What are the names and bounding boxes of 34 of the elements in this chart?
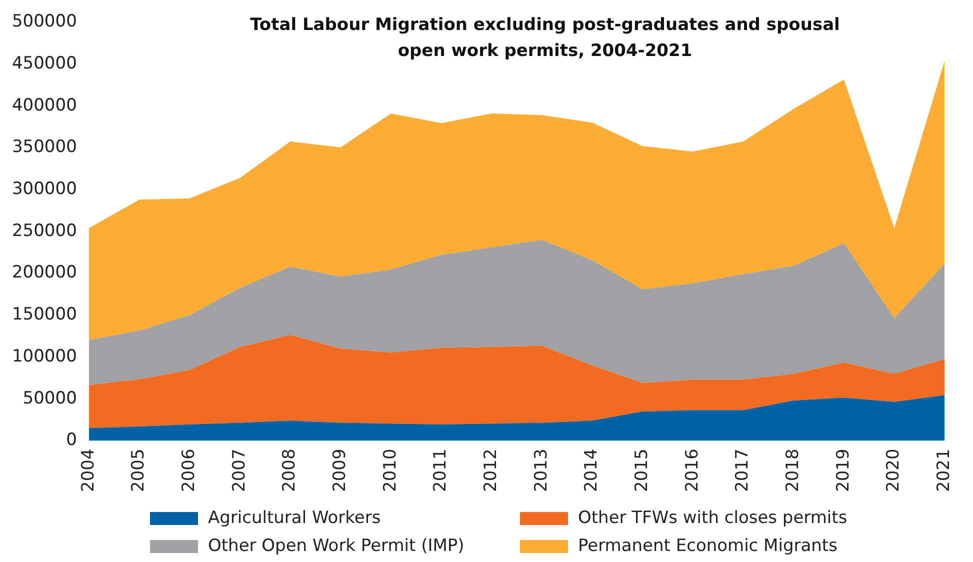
x-tick-label: 2021 xyxy=(934,448,954,492)
y-tick-label: 0 xyxy=(66,430,77,450)
y-tick-label: 100000 xyxy=(12,346,77,366)
legend-label: Other Open Work Permit (IMP) xyxy=(208,536,464,556)
x-tick-label: 2012 xyxy=(481,448,501,492)
y-tick-label: 400000 xyxy=(12,95,77,116)
x-tick-label: 2010 xyxy=(380,448,400,492)
x-tick-label: 2014 xyxy=(582,448,602,492)
y-tick-label: 500000 xyxy=(12,12,77,32)
y-tick-label: 50000 xyxy=(22,388,77,408)
y-tick-label: 250000 xyxy=(12,220,77,241)
x-tick-label: 2007 xyxy=(229,448,250,492)
x-tick-label: 2020 xyxy=(884,448,904,492)
x-tick-label: 2005 xyxy=(128,448,149,492)
legend-label: Other TFWs with closes permits xyxy=(578,508,848,528)
x-tick-label: 2009 xyxy=(330,448,350,492)
x-tick-label: 2016 xyxy=(682,448,702,492)
chart-title: Total Labour Migration excluding post-graduates and spousal open work permits, 2004-2021 xyxy=(250,14,840,63)
y-tick-label: 350000 xyxy=(12,137,77,158)
x-tick-label: 2013 xyxy=(531,448,552,492)
x-tick-label: 2008 xyxy=(280,448,300,492)
y-tick-label: 450000 xyxy=(12,53,77,74)
x-tick-label: 2017 xyxy=(732,448,753,492)
x-tick-label: 2018 xyxy=(783,448,804,492)
x-tick-label: 2015 xyxy=(632,448,652,492)
legend-label: Agricultural Workers xyxy=(208,508,381,528)
legend-label: Permanent Economic Migrants xyxy=(578,536,838,556)
x-tick-label: 2019 xyxy=(833,448,854,492)
x-tick-label: 2004 xyxy=(78,448,98,492)
x-tick-label: 2011 xyxy=(430,448,451,492)
y-tick-label: 150000 xyxy=(12,304,77,325)
y-tick-label: 300000 xyxy=(12,179,77,200)
y-tick-label: 200000 xyxy=(12,262,77,283)
x-tick-label: 2006 xyxy=(178,448,199,492)
